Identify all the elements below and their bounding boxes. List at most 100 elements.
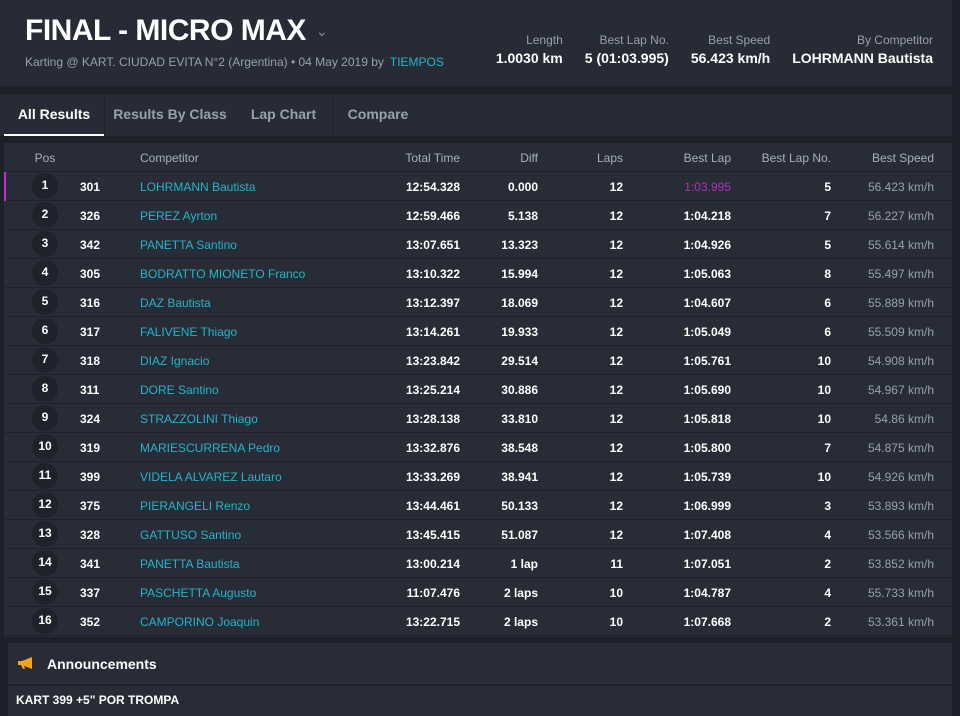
page-title: FINAL - MICRO MAX: [25, 14, 306, 47]
competitor-link[interactable]: PASCHETTA Augusto: [140, 586, 257, 600]
col-competitor[interactable]: Competitor: [140, 151, 199, 165]
organizer-link[interactable]: TIEMPOS: [389, 55, 444, 69]
best-speed: 54.926 km/h: [867, 470, 934, 484]
announcement-message: KART 399 +5" POR TROMPA: [8, 686, 952, 716]
table-row[interactable]: 4 305 BODRATTO MIONETO Franco 13:10.322 15.9…: [4, 259, 952, 288]
competitor-link[interactable]: PEREZ Ayrton: [140, 209, 218, 223]
position-badge: 7: [32, 347, 58, 373]
best-lap: 1:04.607: [683, 296, 731, 310]
competitor-link[interactable]: MARIESCURRENA Pedro: [140, 441, 281, 455]
event-subtitle: Karting @ KART. CIUDAD EVITA N°2 (Argent…: [25, 55, 444, 69]
competitor-link[interactable]: LOHRMANN Bautista: [140, 180, 256, 194]
best-lap-no: 4: [824, 586, 831, 600]
best-lap-no: 4: [824, 528, 831, 542]
competitor-link[interactable]: DIAZ Ignacio: [140, 354, 210, 368]
table-row[interactable]: 1 301 LOHRMANN Bautista 12:54.328 0.000 12 1:0…: [4, 172, 952, 201]
table-row[interactable]: 6 317 FALIVENE Thiago 13:14.261 19.933 12 1:05…: [4, 317, 952, 346]
laps: 11: [610, 557, 623, 571]
best-speed: 56.227 km/h: [867, 209, 934, 223]
table-header: Pos Competitor Total Time Diff Laps Best…: [4, 143, 952, 172]
table-row[interactable]: 14 341 PANETTA Bautista 13:00.214 1 lap 11 1:0…: [4, 549, 952, 578]
best-speed: 53.566 km/h: [867, 528, 934, 542]
table-row[interactable]: 8 311 DORE Santino 13:25.214 30.886 12 1:05.69…: [4, 375, 952, 404]
competitor-link[interactable]: STRAZZOLINI Thiago: [140, 412, 258, 426]
table-row[interactable]: 9 324 STRAZZOLINI Thiago 13:28.138 33.810 12 1…: [4, 404, 952, 433]
best-speed: 55.509 km/h: [867, 325, 934, 339]
competitor-link[interactable]: BODRATTO MIONETO Franco: [140, 267, 306, 281]
kart-number: 301: [80, 180, 101, 194]
title-row: FINAL - MICRO MAX ⌄: [25, 14, 328, 48]
kart-number: 311: [80, 383, 100, 397]
best-lap: 1:07.051: [683, 557, 731, 571]
position-badge: 12: [32, 492, 58, 518]
col-laps[interactable]: Laps: [596, 151, 623, 165]
competitor-link[interactable]: DAZ Bautista: [140, 296, 211, 310]
position-badge: 9: [32, 405, 58, 431]
tab-results-by-class[interactable]: Results By Class: [113, 106, 227, 122]
best-lap-no: 6: [824, 296, 831, 310]
stat-value: 1.0030 km: [495, 50, 563, 66]
competitor-link[interactable]: VIDELA ALVAREZ Lautaro: [140, 470, 282, 484]
best-lap-no: 5: [824, 238, 831, 252]
col-total-time[interactable]: Total Time: [405, 151, 460, 165]
total-time: 13:32.876: [405, 441, 460, 455]
best-speed: 53.852 km/h: [867, 557, 934, 571]
table-row[interactable]: 5 316 DAZ Bautista 13:12.397 18.069 12 1:04.60…: [4, 288, 952, 317]
best-speed: 55.614 km/h: [867, 238, 934, 252]
best-speed: 55.889 km/h: [867, 296, 934, 310]
best-lap-no: 2: [824, 615, 831, 629]
diff: 38.941: [501, 470, 538, 484]
tab-all-results[interactable]: All Results: [4, 94, 104, 136]
kart-number: 341: [80, 557, 101, 571]
position-badge: 1: [32, 173, 58, 199]
competitor-link[interactable]: PIERANGELI Renzo: [140, 499, 251, 513]
table-row[interactable]: 13 328 GATTUSO Santino 13:45.415 51.087 12 1:0…: [4, 520, 952, 549]
col-best-lap-no[interactable]: Best Lap No.: [761, 151, 831, 165]
table-row[interactable]: 7 318 DIAZ Ignacio 13:23.842 29.514 12 1:05.76…: [4, 346, 952, 375]
table-row[interactable]: 12 375 PIERANGELI Renzo 13:44.461 50.133 12 1:…: [4, 491, 952, 520]
best-lap-no: 10: [817, 470, 831, 484]
chevron-down-icon[interactable]: ⌄: [315, 22, 328, 39]
competitor-link[interactable]: PANETTA Bautista: [140, 557, 240, 571]
position-badge: 11: [32, 463, 58, 489]
tab-lap-chart[interactable]: Lap Chart: [250, 106, 317, 122]
col-best-lap[interactable]: Best Lap: [683, 151, 731, 165]
diff: 38.548: [501, 441, 538, 455]
scrollbar[interactable]: [952, 0, 960, 716]
best-lap: 1:04.787: [683, 586, 731, 600]
competitor-link[interactable]: DORE Santino: [140, 383, 219, 397]
position-badge: 16: [32, 608, 58, 634]
total-time: 13:22.715: [405, 615, 460, 629]
competitor-link[interactable]: CAMPORINO Joaquin: [140, 615, 260, 629]
laps: 12: [609, 441, 623, 455]
table-row[interactable]: 10 319 MARIESCURRENA Pedro 13:32.876 38.548 1…: [4, 433, 952, 462]
col-diff[interactable]: Diff: [520, 151, 538, 165]
best-lap: 1:05.690: [683, 383, 731, 397]
best-lap-no: 10: [817, 354, 831, 368]
stat-best-lap: Best Lap No. 5 (01:03.995): [585, 33, 669, 66]
table-row[interactable]: 16 352 CAMPORINO Joaquin 13:22.715 2 laps 10 1…: [4, 607, 952, 636]
col-pos[interactable]: Pos: [34, 151, 56, 165]
laps: 10: [609, 615, 623, 629]
laps: 12: [609, 296, 623, 310]
table-row[interactable]: 2 326 PEREZ Ayrton 12:59.466 5.138 12 1:04.218…: [4, 201, 952, 230]
table-row[interactable]: 11 399 VIDELA ALVAREZ Lautaro 13:33.269 38.9…: [4, 462, 952, 491]
best-lap: 1:07.668: [683, 615, 731, 629]
laps: 12: [609, 209, 623, 223]
laps: 12: [609, 354, 623, 368]
competitor-link[interactable]: GATTUSO Santino: [140, 528, 242, 542]
best-lap-no: 5: [824, 180, 831, 194]
kart-number: 352: [80, 615, 101, 629]
stat-length: Length 1.0030 km: [496, 33, 563, 66]
col-best-speed[interactable]: Best Speed: [871, 151, 934, 165]
best-lap: 1:05.739: [683, 470, 731, 484]
competitor-link[interactable]: PANETTA Santino: [140, 238, 237, 252]
diff: 15.994: [501, 267, 538, 281]
leader-marker: [4, 172, 6, 201]
tab-compare[interactable]: Compare: [347, 106, 409, 122]
table-row[interactable]: 3 342 PANETTA Santino 13:07.651 13.323 12 1:04…: [4, 230, 952, 259]
kart-number: 305: [80, 267, 101, 281]
position-badge: 15: [32, 579, 58, 605]
table-row[interactable]: 15 337 PASCHETTA Augusto 11:07.476 2 laps 10 1…: [4, 578, 952, 607]
competitor-link[interactable]: FALIVENE Thiago: [140, 325, 238, 339]
